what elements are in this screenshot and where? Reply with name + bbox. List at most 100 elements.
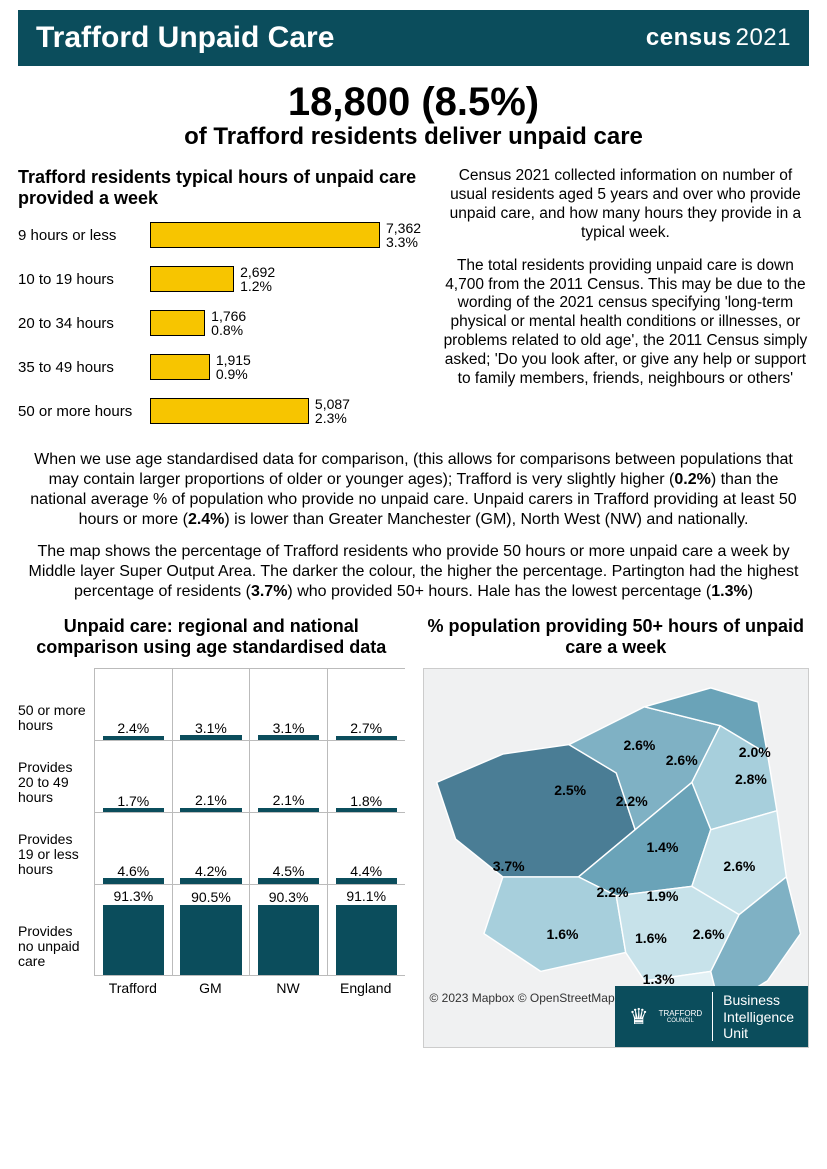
comp-cell: 91.3%: [94, 884, 172, 976]
comp-col-header: Trafford: [94, 976, 172, 996]
map-value-label: 1.6%: [635, 930, 667, 946]
bar-category: 10 to 19 hours: [18, 271, 150, 288]
map-title: % population providing 50+ hours of unpa…: [423, 616, 810, 657]
census-logo: census 2021: [646, 24, 791, 52]
comp-col-header: NW: [249, 976, 327, 996]
comp-cell: 1.7%: [94, 740, 172, 812]
comp-cell: 2.1%: [249, 740, 327, 812]
map-value-label: 1.3%: [643, 971, 675, 987]
bar-row: 10 to 19 hours2,6921.2%: [18, 262, 424, 296]
bar-value-label: 7,3623.3%: [386, 221, 421, 250]
comp-cell: 3.1%: [172, 668, 250, 740]
bar-fill: [150, 354, 210, 380]
comp-row-header: Provides no unpaid care: [18, 884, 94, 976]
bar-fill: [150, 310, 205, 336]
headline: 18,800 (8.5%) of Trafford residents deli…: [18, 80, 809, 151]
bar-row: 20 to 34 hours 1,7660.8%: [18, 306, 424, 340]
comp-value: 3.1%: [173, 720, 250, 736]
bar-row: 9 hours or less 7,3623.3%: [18, 218, 424, 252]
map-value-label: 1.6%: [547, 926, 579, 942]
bar-value-label: 5,0872.3%: [315, 397, 350, 426]
page-title: Trafford Unpaid Care: [36, 21, 334, 55]
comp-value: 2.1%: [173, 792, 250, 808]
comp-value: 3.1%: [250, 720, 327, 736]
headline-figure: 18,800 (8.5%): [18, 80, 809, 125]
hours-bar-chart: 9 hours or less 7,3623.3% 10 to 19 hours2,…: [18, 218, 424, 428]
comp-col-header: GM: [172, 976, 250, 996]
choropleth-map: © 2023 Mapbox © OpenStreetMap ♛ TRAFFORD…: [423, 668, 810, 1048]
comp-value: 91.1%: [328, 888, 405, 904]
comp-cell: 90.3%: [249, 884, 327, 976]
footer-badge: ♛ TRAFFORDCOUNCIL Business Intelligence …: [615, 986, 808, 1046]
map-value-label: 2.2%: [597, 884, 629, 900]
headline-sub: of Trafford residents deliver unpaid car…: [18, 123, 809, 151]
comp-value: 4.6%: [95, 863, 172, 879]
comp-bar: [103, 905, 164, 975]
bar-fill: [150, 266, 234, 292]
comp-bar: [180, 905, 241, 974]
map-value-label: 2.6%: [623, 737, 655, 753]
comp-cell: 2.1%: [172, 740, 250, 812]
comp-value: 4.4%: [328, 863, 405, 879]
comp-value: 1.8%: [328, 793, 405, 809]
hours-chart-title: Trafford residents typical hours of unpa…: [18, 167, 424, 208]
comp-cell: 4.4%: [327, 812, 405, 884]
map-value-label: 2.5%: [554, 782, 586, 798]
mid-para-2: The map shows the percentage of Trafford…: [18, 542, 809, 602]
map-credit: © 2023 Mapbox © OpenStreetMap: [430, 991, 615, 1005]
map-value-label: 2.6%: [723, 858, 755, 874]
bar-value-label: 1,9150.9%: [216, 353, 251, 382]
comp-cell: 2.4%: [94, 668, 172, 740]
map-value-label: 2.2%: [616, 793, 648, 809]
comp-cell: 90.5%: [172, 884, 250, 976]
footer-org: TRAFFORDCOUNCIL: [659, 1010, 703, 1024]
intro-para-1: Census 2021 collected information on num…: [442, 167, 809, 243]
bar-fill: [150, 222, 380, 248]
bar-row: 50 or more hours 5,0872.3%: [18, 394, 424, 428]
map-value-label: 1.9%: [647, 888, 679, 904]
comp-cell: 4.5%: [249, 812, 327, 884]
map-value-label: 2.6%: [693, 926, 725, 942]
comp-value: 90.3%: [250, 889, 327, 905]
comp-cell: 1.8%: [327, 740, 405, 812]
comp-cell: 4.6%: [94, 812, 172, 884]
comp-value: 2.7%: [328, 720, 405, 736]
comp-row-header: 50 or more hours: [18, 668, 94, 740]
comp-value: 90.5%: [173, 889, 250, 905]
comp-value: 1.7%: [95, 793, 172, 809]
map-value-label: 3.7%: [493, 858, 525, 874]
header-bar: Trafford Unpaid Care census 2021: [18, 10, 809, 66]
comparison-chart: 50 or more hours2.4%3.1%3.1%2.7%Provides…: [18, 668, 405, 996]
comp-cell: 3.1%: [249, 668, 327, 740]
bar-category: 35 to 49 hours: [18, 359, 150, 376]
map-value-label: 2.8%: [735, 771, 767, 787]
comp-row-header: Provides 19 or less hours: [18, 812, 94, 884]
comp-bar: [258, 905, 319, 974]
comp-value: 4.2%: [173, 863, 250, 879]
bar-category: 20 to 34 hours: [18, 315, 150, 332]
comp-cell: 4.2%: [172, 812, 250, 884]
logo-year: 2021: [736, 24, 791, 52]
comp-value: 91.3%: [95, 888, 172, 904]
comparison-title: Unpaid care: regional and national compa…: [18, 616, 405, 657]
comp-row-header: Provides 20 to 49 hours: [18, 740, 94, 812]
bar-fill: [150, 398, 309, 424]
crest-icon: ♛: [629, 1006, 649, 1028]
map-value-label: 1.4%: [647, 839, 679, 855]
comp-col-header: England: [327, 976, 405, 996]
footer-unit: Business Intelligence Unit: [712, 992, 794, 1040]
comp-bar: [336, 905, 397, 975]
map-value-label: 2.6%: [666, 752, 698, 768]
bar-value-label: 1,7660.8%: [211, 309, 246, 338]
comp-value: 2.1%: [250, 792, 327, 808]
comp-cell: 91.1%: [327, 884, 405, 976]
bar-row: 35 to 49 hours 1,9150.9%: [18, 350, 424, 384]
comp-cell: 2.7%: [327, 668, 405, 740]
intro-para-2: The total residents providing unpaid car…: [442, 257, 809, 389]
mid-para-1: When we use age standardised data for co…: [18, 450, 809, 530]
comp-value: 2.4%: [95, 720, 172, 736]
comp-value: 4.5%: [250, 863, 327, 879]
logo-brand: census: [646, 24, 732, 52]
bar-category: 50 or more hours: [18, 403, 150, 420]
bar-category: 9 hours or less: [18, 227, 150, 244]
